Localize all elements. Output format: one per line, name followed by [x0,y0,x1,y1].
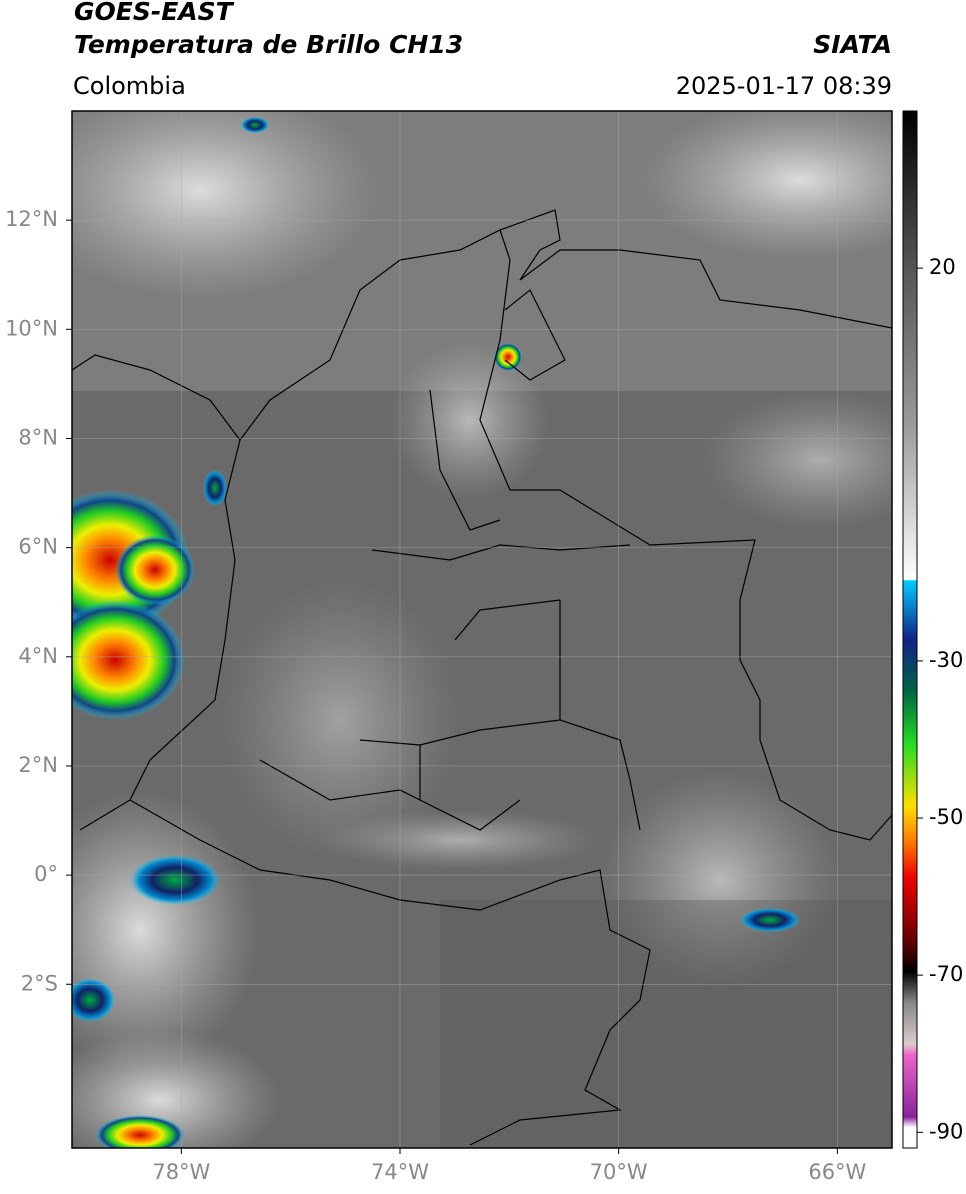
y-tick-label: 12°N [5,207,58,231]
y-tick-label: 2°N [18,753,58,777]
colorbar-tick-label: -90 [929,1119,963,1143]
colorbar-tick-label: -50 [929,805,963,829]
datetime: 2025-01-17 08:39 [676,72,892,100]
satellite-image [72,111,892,1148]
y-tick-label: 10°N [5,316,58,340]
source: SIATA [813,30,892,59]
colorbar-tick-label: -30 [929,648,963,672]
title: GOES-EAST [74,0,235,26]
colorbar-tick-label: -70 [929,962,963,986]
y-tick-label: 8°N [18,425,58,449]
x-tick-label: 66°W [808,1160,866,1184]
x-tick-label: 70°W [590,1160,648,1184]
map-frame [71,110,893,1149]
subtitle: Temperatura de Brillo CH13 [74,30,463,59]
region: Colombia [73,72,186,100]
y-tick-label: 4°N [18,644,58,668]
grid [72,111,892,1148]
colorbar-tick-label: 20 [929,255,956,279]
y-tick-label: 2°S [21,971,58,995]
x-tick-label: 74°W [371,1160,429,1184]
y-tick-label: 0° [34,862,58,886]
x-tick-label: 78°W [152,1160,210,1184]
y-tick-label: 6°N [18,535,58,559]
colorbar [902,110,918,1149]
